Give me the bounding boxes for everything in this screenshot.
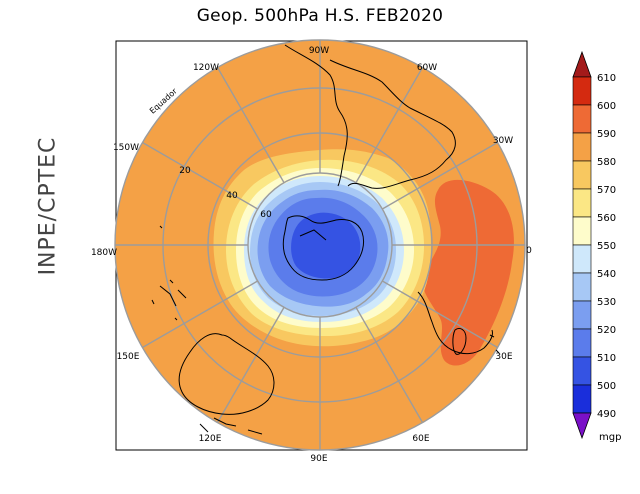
map-title: Geop. 500hPa H.S. FEB2020 bbox=[196, 6, 444, 26]
coastline-africa bbox=[417, 291, 493, 355]
colorbar-cell bbox=[572, 300, 592, 330]
colorbar-cell bbox=[572, 356, 592, 386]
graticule-meridians bbox=[115, 40, 525, 450]
coastlines bbox=[151, 44, 500, 435]
colorbar-cells bbox=[572, 76, 592, 414]
coastline-australia bbox=[178, 333, 275, 415]
lat-label-40: 40 bbox=[226, 191, 238, 201]
colorbar-cell bbox=[572, 188, 592, 218]
colorbar-cell bbox=[572, 328, 592, 358]
coastline-madagascar bbox=[452, 327, 467, 355]
lon-label-150w: 150W bbox=[113, 143, 139, 153]
coastline-south-america bbox=[284, 44, 456, 189]
colorbar-lower-arrow bbox=[572, 412, 592, 440]
colorbar-label: 560 bbox=[597, 213, 616, 224]
lon-label-30e: 30E bbox=[495, 352, 512, 362]
lon-label-120e: 120E bbox=[199, 434, 222, 444]
lon-label-90w: 90W bbox=[309, 46, 329, 56]
colorbar: 610600590580570560550540530520510500490 … bbox=[572, 50, 621, 443]
coastline-antarctica bbox=[282, 215, 365, 281]
graticule-meridian bbox=[382, 280, 498, 349]
colorbar-cell bbox=[572, 160, 592, 190]
coastline-pacific-islands bbox=[151, 225, 500, 354]
colorbar-cell bbox=[572, 104, 592, 134]
lon-label-180w: 180W bbox=[91, 248, 117, 258]
colorbar-label: 580 bbox=[597, 157, 616, 168]
colorbar-label: 520 bbox=[597, 325, 616, 336]
field-core-500 bbox=[291, 212, 361, 279]
colorbar-labels: 610 600 590 580 570 560 550 540 530 520 510 500 490 bbox=[597, 73, 616, 420]
lat-label-20: 20 bbox=[179, 166, 191, 176]
lon-label-150e: 150E bbox=[117, 352, 140, 362]
colorbar-label: 490 bbox=[597, 409, 616, 420]
lat-label-60: 60 bbox=[260, 210, 272, 220]
lon-label-30w: 30W bbox=[493, 136, 513, 146]
graticule-meridian bbox=[216, 307, 285, 423]
graticule-meridian bbox=[382, 141, 498, 210]
colorbar-label: 570 bbox=[597, 185, 616, 196]
colorbar-cell bbox=[572, 76, 592, 106]
graticule-meridian bbox=[142, 280, 258, 349]
colorbar-cell bbox=[572, 272, 592, 302]
colorbar-label: 610 bbox=[597, 73, 616, 84]
colorbar-label: 590 bbox=[597, 129, 616, 140]
lon-label-0: 0 bbox=[526, 246, 532, 256]
colorbar-label: 600 bbox=[597, 101, 616, 112]
lon-label-60e: 60E bbox=[412, 434, 429, 444]
colorbar-label: 500 bbox=[597, 381, 616, 392]
colorbar-unit: mgp bbox=[599, 432, 621, 443]
graticule-meridian bbox=[142, 141, 258, 210]
colorbar-cell bbox=[572, 384, 592, 414]
graticule-meridian bbox=[355, 307, 424, 423]
graticule bbox=[114, 39, 526, 451]
coastline-islands bbox=[199, 417, 263, 435]
colorbar-label: 540 bbox=[597, 269, 616, 280]
lon-label-60w: 60W bbox=[417, 63, 437, 73]
coastline-new-zealand bbox=[159, 285, 187, 307]
colorbar-label: 550 bbox=[597, 241, 616, 252]
lon-label-90e: 90E bbox=[310, 454, 327, 464]
colorbar-upper-arrow bbox=[572, 50, 592, 78]
geopotential-field bbox=[115, 40, 525, 450]
lon-label-120w: 120W bbox=[193, 63, 219, 73]
graticule-meridian bbox=[355, 67, 424, 183]
colorbar-cell bbox=[572, 216, 592, 246]
colorbar-label: 530 bbox=[597, 297, 616, 308]
field-high-590 bbox=[423, 179, 514, 366]
colorbar-label: 510 bbox=[597, 353, 616, 364]
colorbar-cell bbox=[572, 132, 592, 162]
colorbar-cell bbox=[572, 244, 592, 274]
graticule-meridian bbox=[216, 67, 285, 183]
